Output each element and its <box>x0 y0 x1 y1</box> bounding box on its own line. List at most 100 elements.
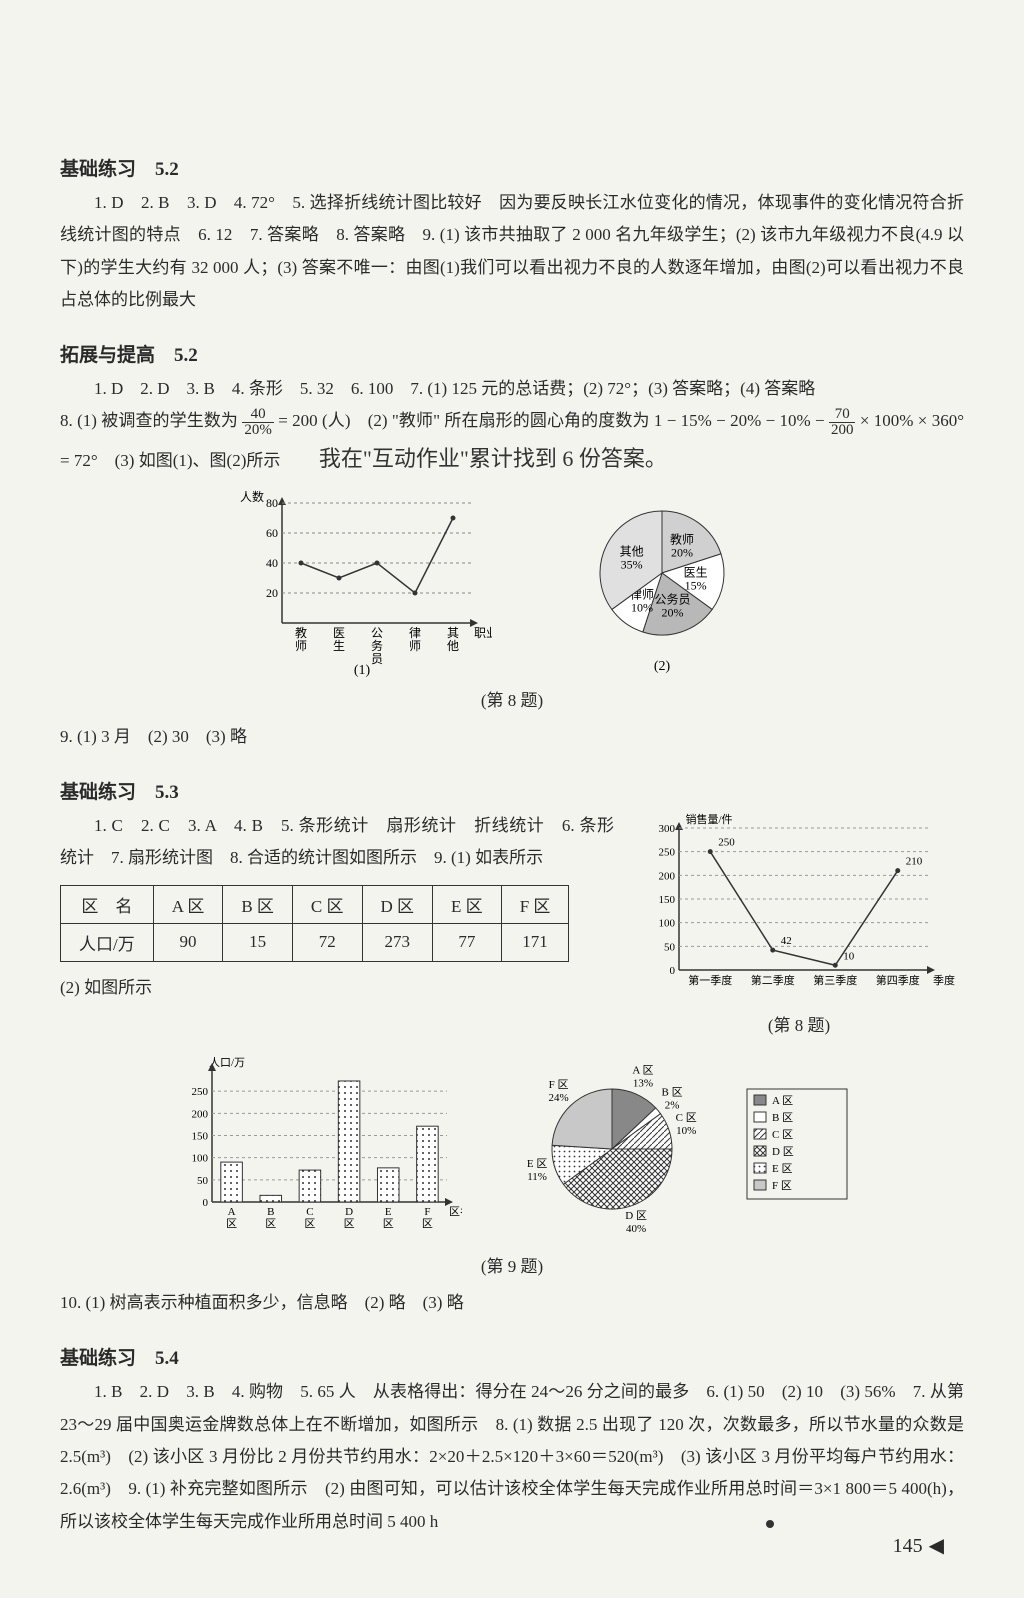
svg-text:区: 区 <box>226 1218 237 1230</box>
svg-text:公务员: 公务员 <box>655 591 691 606</box>
section-title-52: 基础练习 5.2 <box>60 154 964 181</box>
ext52-line2: 8. (1) 被调查的学生数为 4020% = 200 (人) (2) "教师"… <box>60 405 964 479</box>
bar-chart-population: 人口/万501001502002500A区B区C区D区E区F区区名 <box>162 1054 462 1244</box>
svg-text:40: 40 <box>266 556 278 570</box>
svg-text:师: 师 <box>409 639 421 653</box>
svg-text:11%: 11% <box>527 1171 547 1183</box>
svg-text:第二季度: 第二季度 <box>751 973 795 987</box>
figcap-q8: (第 8 题) <box>60 686 964 711</box>
sec54-body: 1. B 2. D 3. B 4. 购物 5. 65 人 从表格得出：得分在 2… <box>60 1376 964 1537</box>
svg-text:区: 区 <box>265 1218 276 1230</box>
svg-text:B 区: B 区 <box>772 1112 793 1124</box>
table-cell: 72 <box>292 923 362 961</box>
figure-row-q8: 人数20406080教师医生公务员律师其他职业(1) 教师20%医生15%公务员… <box>60 488 964 678</box>
table-header: A 区 <box>153 885 223 923</box>
svg-text:务: 务 <box>371 638 383 653</box>
table-cell: 77 <box>433 923 502 961</box>
svg-text:教: 教 <box>295 625 307 640</box>
section-title-53: 基础练习 5.3 <box>60 777 964 804</box>
svg-text:区名: 区名 <box>449 1204 462 1218</box>
svg-text:第一季度: 第一季度 <box>688 973 732 987</box>
pie-chart-q8-2: 教师20%医生15%公务员20%律师10%其他35%(2) <box>532 488 792 678</box>
sec53-body1: 1. C 2. C 3. A 4. B 5. 条形统计 扇形统计 折线统计 6.… <box>60 810 614 875</box>
page: 基础练习 5.2 1. D 2. B 3. D 4. 72° 5. 选择折线统计… <box>0 0 1024 1598</box>
svg-text:其他: 其他 <box>620 544 644 558</box>
svg-text:律: 律 <box>409 626 421 640</box>
svg-text:职业: 职业 <box>474 626 492 640</box>
figcap-53-q8: (第 8 题) <box>634 1011 964 1036</box>
svg-text:40%: 40% <box>626 1223 646 1235</box>
svg-text:医: 医 <box>333 626 345 640</box>
population-table: 区 名A 区B 区C 区D 区E 区F 区人口/万90157227377171 <box>60 885 569 962</box>
svg-text:A: A <box>228 1206 236 1218</box>
section-title-ext52: 拓展与提高 5.2 <box>60 340 964 367</box>
svg-text:师: 师 <box>295 639 307 653</box>
svg-text:区: 区 <box>344 1218 355 1230</box>
svg-text:300: 300 <box>659 823 676 835</box>
svg-text:10: 10 <box>843 950 855 962</box>
svg-text:(2): (2) <box>654 659 671 674</box>
svg-text:10%: 10% <box>676 1125 696 1137</box>
figcap-q9: (第 9 题) <box>60 1252 964 1277</box>
svg-text:80: 80 <box>266 496 278 510</box>
fraction-1: 4020% <box>242 407 274 438</box>
ext52-line2a: 8. (1) 被调查的学生数为 <box>60 411 242 430</box>
svg-text:第三季度: 第三季度 <box>813 973 857 987</box>
svg-text:2%: 2% <box>665 1099 680 1111</box>
figure-row-q9: 人口/万501001502002500A区B区C区D区E区F区区名 A 区13%… <box>60 1054 964 1244</box>
svg-text:20: 20 <box>266 586 278 600</box>
sec53-twocol: 1. C 2. C 3. A 4. B 5. 条形统计 扇形统计 折线统计 6.… <box>60 810 964 1046</box>
svg-text:教师: 教师 <box>670 531 694 546</box>
svg-text:F 区: F 区 <box>772 1180 792 1192</box>
svg-text:C 区: C 区 <box>676 1112 697 1124</box>
svg-text:E 区: E 区 <box>527 1158 547 1170</box>
svg-text:35%: 35% <box>621 557 643 571</box>
svg-text:A 区: A 区 <box>772 1095 793 1107</box>
table-cell: 15 <box>223 923 293 961</box>
svg-text:D 区: D 区 <box>625 1210 647 1222</box>
svg-text:销售量/件: 销售量/件 <box>685 812 732 826</box>
svg-text:人口/万: 人口/万 <box>209 1056 245 1069</box>
svg-text:B 区: B 区 <box>662 1086 683 1098</box>
page-dot <box>766 1520 774 1528</box>
svg-text:42: 42 <box>781 935 792 947</box>
svg-text:250: 250 <box>718 837 735 849</box>
table-cell: 171 <box>501 923 569 961</box>
table-header: E 区 <box>433 885 502 923</box>
ext52-line3: 9. (1) 3 月 (2) 30 (3) 略 <box>60 721 964 753</box>
svg-text:区: 区 <box>383 1218 394 1230</box>
svg-text:生: 生 <box>333 639 345 653</box>
svg-text:D: D <box>345 1206 353 1218</box>
svg-text:0: 0 <box>670 965 676 977</box>
svg-text:C 区: C 区 <box>772 1129 793 1141</box>
svg-text:D 区: D 区 <box>772 1146 794 1158</box>
svg-text:20%: 20% <box>671 545 693 559</box>
svg-text:0: 0 <box>203 1197 209 1209</box>
table-header: D 区 <box>362 885 433 923</box>
line-chart-sales: 销售量/件501001502002503000第一季度250第二季度42第三季度… <box>634 810 964 1000</box>
svg-text:人数: 人数 <box>240 489 264 504</box>
fraction-2: 70200 <box>829 407 856 438</box>
svg-text:150: 150 <box>192 1131 209 1143</box>
svg-text:24%: 24% <box>549 1092 569 1104</box>
svg-text:医生: 医生 <box>684 565 708 579</box>
table-header: C 区 <box>292 885 362 923</box>
svg-text:150: 150 <box>659 894 676 906</box>
page-marker-icon: ◀ <box>929 1533 944 1558</box>
svg-text:区: 区 <box>422 1218 433 1230</box>
ext52-line1: 1. D 2. D 3. B 4. 条形 5. 32 6. 100 7. (1)… <box>60 373 964 405</box>
section-title-54: 基础练习 5.4 <box>60 1343 964 1370</box>
svg-text:F 区: F 区 <box>549 1079 569 1091</box>
svg-text:250: 250 <box>192 1086 209 1098</box>
svg-text:E 区: E 区 <box>772 1163 792 1175</box>
svg-text:C: C <box>306 1206 313 1218</box>
sec53-body2: (2) 如图所示 <box>60 972 614 1004</box>
ext52-line2b: = 200 (人) (2) "教师" 所在扇形的圆心角的度数为 1 − 15% … <box>278 411 829 430</box>
svg-text:F: F <box>424 1206 430 1218</box>
svg-text:50: 50 <box>664 942 676 954</box>
sec53-body3: 10. (1) 树高表示种植面积多少，信息略 (2) 略 (3) 略 <box>60 1287 964 1319</box>
table-cell: 273 <box>362 923 433 961</box>
handwritten-note: 我在"互动作业"累计找到 6 份答案。 <box>319 446 667 471</box>
sec52-body: 1. D 2. B 3. D 4. 72° 5. 选择折线统计图比较好 因为要反… <box>60 187 964 316</box>
table-header: 区 名 <box>61 885 154 923</box>
